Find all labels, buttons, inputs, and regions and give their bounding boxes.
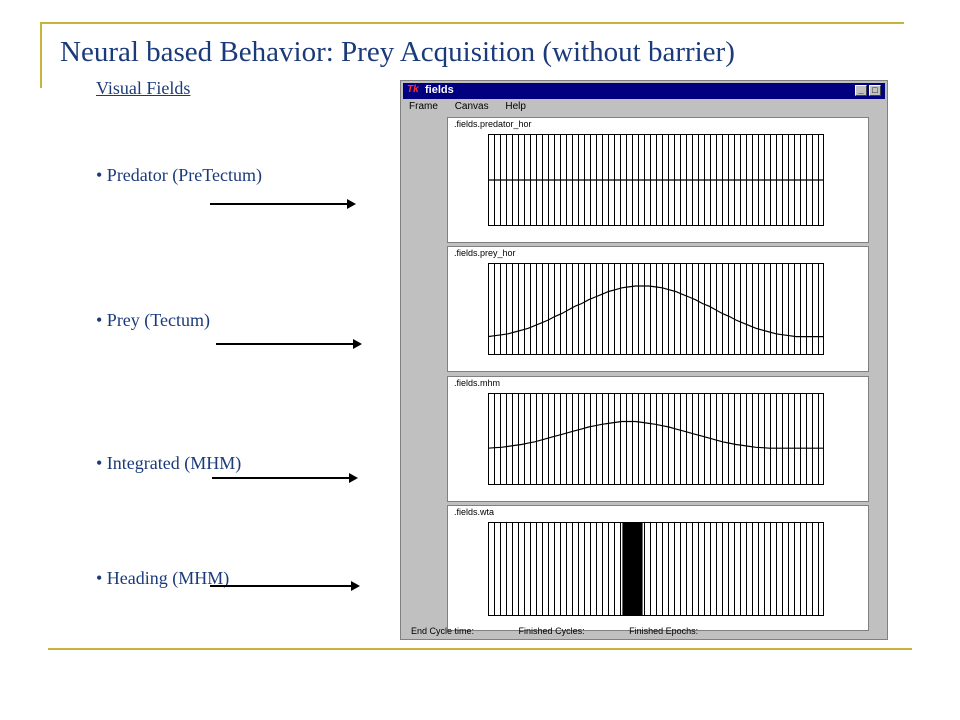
finished-cycles: Finished Cycles: — [518, 626, 585, 636]
wta-field-plot — [488, 522, 824, 616]
panel-label: .fields.prey_hor — [454, 248, 516, 258]
slide-title: Neural based Behavior: Prey Acquisition … — [60, 36, 735, 68]
panel-label: .fields.predator_hor — [454, 119, 532, 129]
activity-curve — [488, 420, 823, 449]
mhm-field-plot — [488, 393, 824, 485]
arrow-heading — [210, 581, 360, 591]
arrow-prey — [216, 339, 362, 349]
left-rule — [40, 22, 42, 88]
menu-bar: Frame Canvas Help — [409, 101, 540, 112]
bullet-integrated: • Integrated (MHM) — [96, 453, 242, 473]
arrow-predator — [210, 199, 356, 209]
winner-bar — [622, 522, 643, 616]
menu-help[interactable]: Help — [505, 101, 526, 112]
panel-mhm: .fields.mhm — [447, 376, 869, 502]
panel-prey: .fields.prey_hor — [447, 246, 869, 372]
window-titlebar[interactable]: Tk fields _ □ — [403, 83, 885, 99]
maximize-button[interactable]: □ — [869, 85, 881, 96]
prey-field-plot — [488, 263, 824, 355]
arrow-integrated — [212, 473, 358, 483]
bullet-heading: • Heading (MHM) — [96, 568, 230, 588]
panel-wta: .fields.wta — [447, 505, 869, 631]
top-rule — [42, 22, 904, 24]
minimize-button[interactable]: _ — [855, 85, 867, 96]
end-cycle-time: End Cycle time: — [411, 626, 475, 636]
status-bar: End Cycle time: Finished Cycles: Finishe… — [411, 626, 740, 636]
panel-predator: .fields.predator_hor — [447, 117, 869, 243]
visual-fields-heading: Visual Fields — [96, 78, 191, 98]
bottom-rule — [48, 648, 912, 650]
panel-label: .fields.mhm — [454, 378, 501, 388]
menu-canvas[interactable]: Canvas — [454, 101, 489, 112]
bullet-predator: • Predator (PreTectum) — [96, 165, 262, 185]
panel-label: .fields.wta — [454, 507, 495, 517]
fields-window: Tk fields _ □ Frame Canvas Help .fields.… — [400, 80, 888, 640]
tk-icon: Tk — [407, 84, 419, 95]
predator-field-plot — [488, 134, 824, 226]
finished-epochs: Finished Epochs: — [629, 626, 699, 636]
activity-curve — [488, 285, 823, 338]
window-title: fields — [425, 84, 454, 96]
bullet-prey: • Prey (Tectum) — [96, 310, 211, 330]
menu-frame[interactable]: Frame — [409, 101, 438, 112]
